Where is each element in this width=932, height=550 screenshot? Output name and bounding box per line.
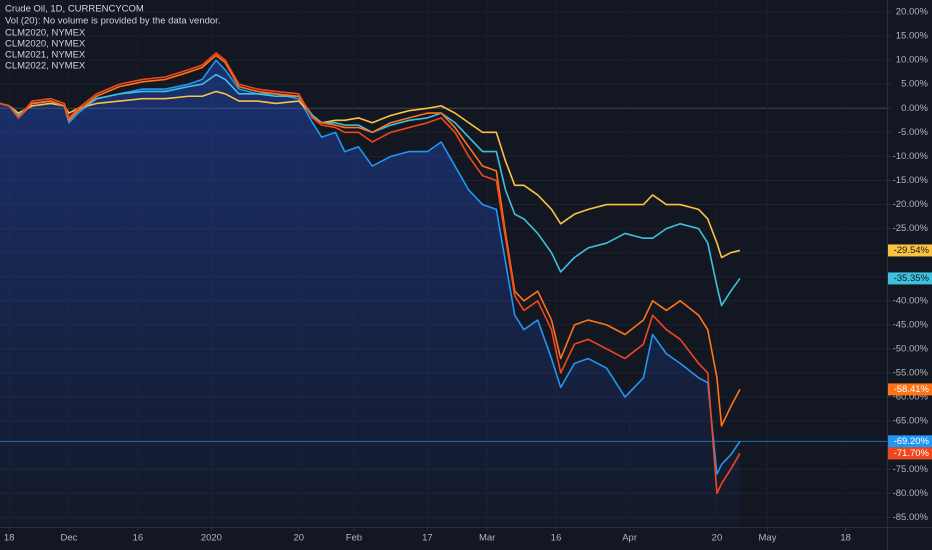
y-tick-label: -40.00%: [893, 295, 929, 306]
y-tick-label: 20.00%: [896, 7, 929, 18]
x-tick-label: 18: [840, 533, 851, 544]
y-tick-label: -25.00%: [893, 223, 929, 234]
last-value-box: [888, 383, 932, 396]
y-tick-label: -50.00%: [893, 343, 929, 354]
legend: Crude Oil, 1D, CURRENCYCOM Vol (20): No …: [5, 4, 220, 72]
x-tick-label: 2020: [201, 533, 222, 544]
y-tick-label: -60.00%: [893, 392, 929, 403]
line: [0, 54, 741, 427]
y-tick-label: -55.00%: [893, 368, 929, 379]
legend-entry: CLM2020, NYMEX: [5, 39, 86, 50]
legend-entry: CLM2021, NYMEX: [5, 50, 86, 61]
axes: 20.00% 15.00% 10.00% 5.00% 0.00% -5.00% -10.00…: [4, 7, 932, 544]
line: [0, 73, 741, 307]
last-value-box: [888, 435, 932, 448]
y-tick-label: -75.00%: [893, 464, 929, 475]
legend-entry: CLM2022, NYMEX: [5, 61, 86, 72]
x-tick-label: 16: [551, 533, 562, 544]
x-tick-label: 20: [293, 533, 304, 544]
last-value-label: -58.41%: [894, 384, 930, 395]
y-tick-label: 5.00%: [901, 79, 928, 90]
y-tick-label: -80.00%: [893, 488, 929, 499]
y-tick-label: 15.00%: [896, 31, 929, 42]
x-tick-label: 16: [133, 533, 144, 544]
x-tick-label: May: [759, 533, 777, 544]
y-tick-label: 10.00%: [896, 55, 929, 66]
y-tick-label: -20.00%: [893, 199, 929, 210]
line: [0, 52, 741, 495]
x-tick-label: Dec: [60, 533, 77, 544]
y-tick-label: -85.00%: [893, 512, 929, 523]
volume-note: Vol (20): No volume is provided by the d…: [5, 16, 220, 27]
y-tick-label: 0.00%: [901, 103, 928, 114]
last-value-box: [888, 244, 932, 257]
y-tick-label: -10.00%: [893, 151, 929, 162]
y-tick-label: -65.00%: [893, 416, 929, 427]
x-tick-label: Apr: [622, 533, 637, 544]
last-value-label: -69.20%: [894, 436, 930, 447]
x-tick-label: 18: [4, 533, 15, 544]
x-tick-label: 20: [712, 533, 723, 544]
area: [0, 60, 740, 527]
y-tick-label: -5.00%: [898, 127, 929, 138]
plot-area: [0, 52, 887, 527]
x-tick-label: Mar: [479, 533, 495, 544]
legend-title: Crude Oil, 1D, CURRENCYCOM: [5, 4, 144, 15]
last-value-label: -29.54%: [894, 245, 930, 256]
x-tick-label: 17: [422, 533, 433, 544]
legend-entry: CLM2020, NYMEX: [5, 28, 86, 39]
y-tick-label: -45.00%: [893, 319, 929, 330]
last-value-box: [888, 447, 932, 460]
last-value-label: -35.35%: [894, 273, 930, 284]
last-value-label: -71.70%: [894, 448, 930, 459]
y-tick-label: -15.00%: [893, 175, 929, 186]
x-tick-label: Feb: [346, 533, 362, 544]
last-value-box: [888, 272, 932, 285]
line: [0, 90, 741, 259]
